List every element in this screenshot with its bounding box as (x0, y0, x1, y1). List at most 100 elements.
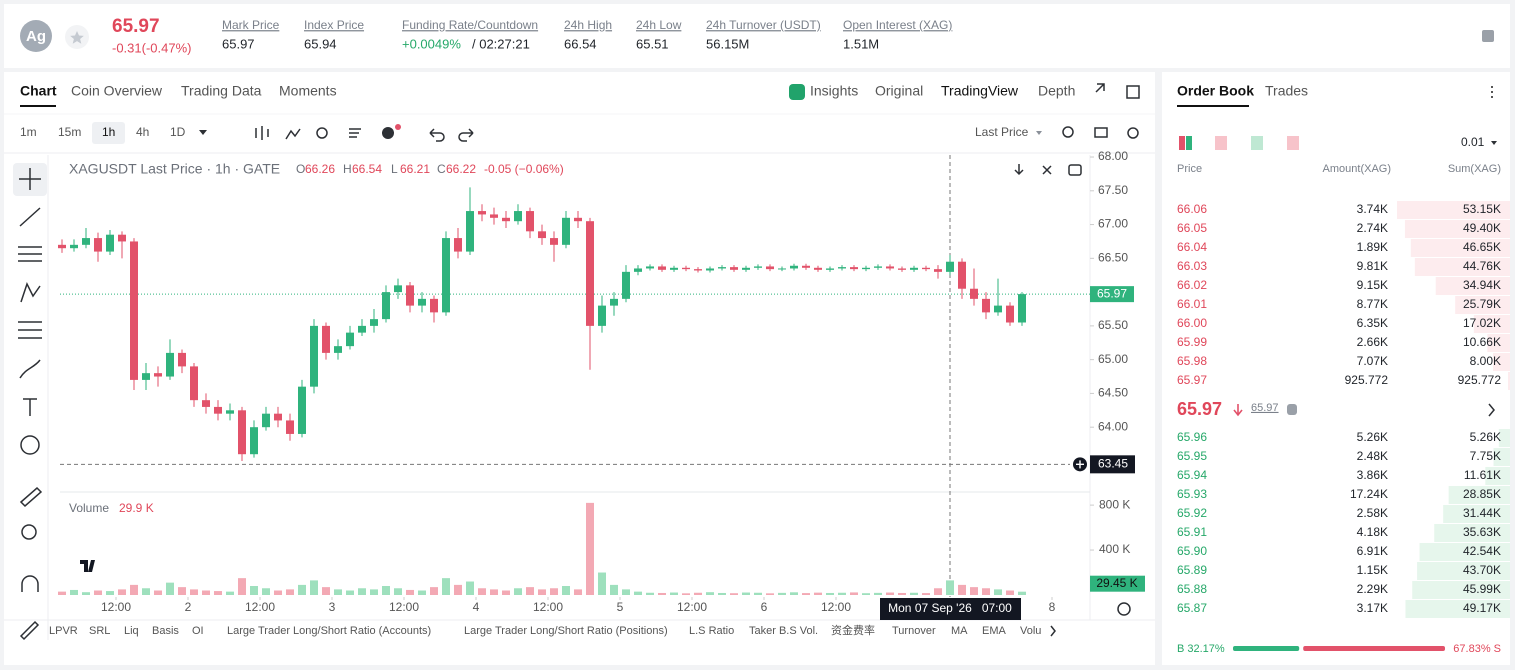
interval[interactable]: 4h (136, 125, 149, 139)
indicator[interactable]: Large Trader Long/Short Ratio (Accounts) (227, 625, 431, 637)
indicator-button[interactable] (285, 128, 301, 140)
replay-button[interactable] (316, 127, 328, 139)
undo-button[interactable] (429, 128, 445, 142)
view-tab[interactable]: Depth (1038, 83, 1075, 99)
ruler-tool[interactable] (19, 486, 43, 508)
fib-tool[interactable] (18, 321, 42, 339)
interval[interactable]: 15m (58, 125, 81, 139)
y-tick-label: 66.50 (1098, 251, 1128, 265)
indicator[interactable]: OI (192, 625, 204, 637)
book-price[interactable]: 65.94 (1177, 468, 1207, 482)
shield-icon (1287, 404, 1297, 415)
indicator[interactable]: Turnover (892, 625, 936, 637)
book-price[interactable]: 65.90 (1177, 544, 1207, 558)
scroll-button[interactable] (1014, 164, 1024, 176)
book-price[interactable]: 65.92 (1177, 506, 1207, 520)
axis-settings-button[interactable] (1117, 602, 1131, 616)
interval[interactable]: 1D (170, 125, 186, 139)
candle-type-button[interactable] (255, 126, 269, 140)
x-tick-label: 8 (1049, 600, 1056, 614)
book-price[interactable]: 66.05 (1177, 221, 1207, 235)
interval[interactable]: 1h (102, 125, 115, 139)
candle-body (514, 211, 522, 222)
interval[interactable]: 1m (20, 125, 37, 139)
pattern-tool[interactable] (20, 282, 41, 303)
indicator[interactable]: Taker B.S Vol. (749, 625, 818, 637)
book-price[interactable]: 65.98 (1177, 354, 1207, 368)
indicator[interactable]: MA (951, 625, 968, 637)
menu-icon[interactable] (1482, 30, 1494, 42)
tab[interactable]: Moments (279, 83, 337, 99)
emoji-tool[interactable] (20, 435, 40, 455)
brush-tool[interactable] (19, 359, 41, 379)
indicator[interactable]: SRL (89, 625, 110, 637)
snapshot-button[interactable] (1094, 127, 1108, 138)
book-price[interactable]: 66.00 (1177, 316, 1207, 330)
volume-bar (70, 589, 78, 595)
volume-bar (814, 592, 822, 595)
template-button[interactable] (349, 128, 361, 138)
indicator[interactable]: 资金费率 (831, 623, 875, 637)
indicator[interactable]: Volu (1020, 625, 1041, 637)
volume-bar (118, 589, 126, 595)
lines-tool[interactable] (18, 246, 42, 262)
book-price[interactable]: 65.95 (1177, 449, 1207, 463)
book-price[interactable]: 65.99 (1177, 335, 1207, 349)
book-view-icon[interactable] (1179, 136, 1185, 150)
indicator[interactable]: LPVR (49, 625, 78, 637)
collapse-button[interactable] (1042, 165, 1052, 175)
tab[interactable]: Chart (20, 83, 57, 99)
volume-bar (250, 586, 258, 595)
volume-bar (166, 582, 174, 595)
search-button[interactable] (1062, 126, 1074, 138)
book-tab[interactable]: Trades (1265, 83, 1308, 99)
book-view-icon[interactable] (1251, 136, 1263, 150)
price-source[interactable]: Last Price (975, 125, 1029, 139)
crosshair-tool[interactable] (19, 168, 41, 190)
indicator[interactable]: Liq (124, 625, 139, 637)
book-view-icon[interactable] (1287, 136, 1299, 150)
trend-tool[interactable] (19, 207, 41, 227)
view-tab[interactable]: Original (875, 83, 923, 99)
book-price[interactable]: 66.02 (1177, 278, 1207, 292)
book-tab[interactable]: Order Book (1177, 83, 1254, 99)
book-price[interactable]: 65.91 (1177, 525, 1207, 539)
indicator[interactable]: Large Trader Long/Short Ratio (Positions… (464, 625, 668, 637)
book-price[interactable]: 66.06 (1177, 202, 1207, 216)
magnet-tool[interactable] (21, 575, 39, 592)
book-price[interactable]: 65.93 (1177, 487, 1207, 501)
candle-body (778, 268, 786, 270)
precision[interactable]: 0.01 (1461, 135, 1485, 149)
indicator[interactable]: Basis (152, 625, 179, 637)
redo-button[interactable] (458, 128, 474, 142)
tab[interactable]: Coin Overview (71, 83, 163, 99)
fullscreen-button[interactable] (1068, 164, 1082, 176)
indicator[interactable]: L.S Ratio (689, 625, 734, 637)
indicator[interactable]: EMA (982, 625, 1007, 637)
interval-caret[interactable] (199, 130, 207, 135)
book-price[interactable]: 65.87 (1177, 601, 1207, 615)
layout-button[interactable] (1126, 85, 1140, 99)
text-tool[interactable] (23, 398, 37, 416)
book-price[interactable]: 65.96 (1177, 430, 1207, 444)
expand-button[interactable] (1095, 83, 1105, 93)
mark-price: 65.97 (1251, 402, 1279, 414)
settings-button[interactable] (1127, 127, 1139, 139)
pencil-icon[interactable] (19, 620, 40, 641)
view-tab[interactable]: TradingView (941, 83, 1019, 99)
book-price[interactable]: 66.01 (1177, 297, 1207, 311)
book-price[interactable]: 65.88 (1177, 582, 1207, 596)
chevron[interactable] (1488, 403, 1495, 417)
tab[interactable]: Trading Data (181, 83, 262, 99)
precision-caret[interactable] (1491, 141, 1497, 145)
book-price[interactable]: 65.97 (1177, 373, 1207, 387)
book-price[interactable]: 65.89 (1177, 563, 1207, 577)
source-caret[interactable] (1036, 131, 1042, 135)
book-price[interactable]: 66.03 (1177, 259, 1207, 273)
view-tab[interactable]: Insights (810, 83, 858, 99)
zoom-tool[interactable] (21, 524, 37, 540)
book-price[interactable]: 66.04 (1177, 240, 1207, 254)
book-view-icon[interactable] (1215, 136, 1227, 150)
alert-button[interactable] (382, 127, 394, 139)
more-indicators[interactable] (1050, 625, 1056, 637)
